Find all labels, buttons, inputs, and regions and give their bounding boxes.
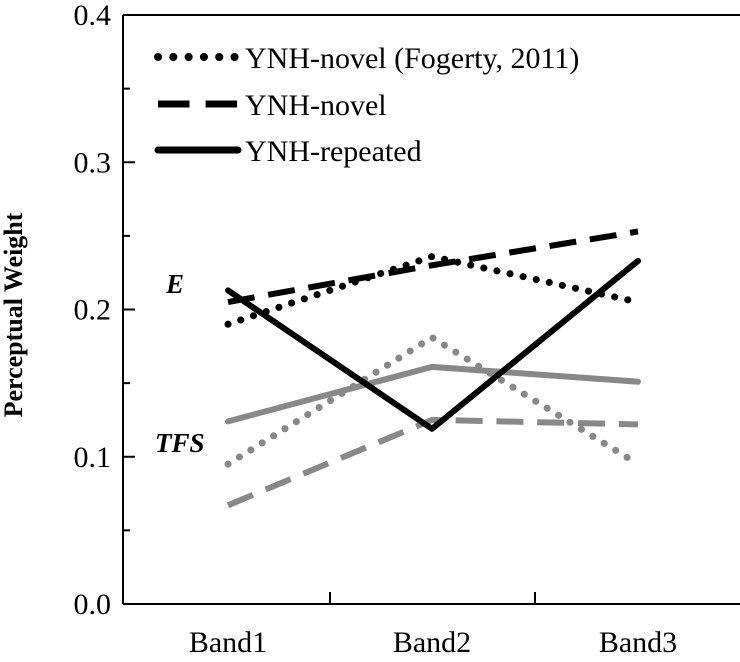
- series-line-tfs-dashed: [226, 416, 639, 509]
- x-tick-label: Band3: [599, 626, 677, 659]
- y-tick-label: 0.4: [74, 0, 112, 32]
- series-layer: [224, 228, 642, 509]
- series-line-e-solid: [225, 257, 641, 432]
- annotation-e: E: [165, 269, 184, 299]
- series-line-tfs-dotted: [224, 334, 642, 468]
- y-axis: 0.0 0.1 0.2 0.3 0.4: [74, 0, 135, 621]
- x-axis: Band1 Band2 Band3: [189, 592, 677, 659]
- y-tick-label: 0.2: [74, 294, 112, 327]
- x-tick-label: Band1: [189, 626, 267, 659]
- y-axis-title: Perceptual Weight: [0, 212, 28, 417]
- y-tick-label: 0.0: [74, 588, 112, 621]
- series-line-tfs-solid: [225, 363, 641, 425]
- legend-label: YNH-repeated: [245, 135, 422, 168]
- y-tick-label: 0.3: [74, 146, 112, 179]
- series-line-e-dotted: [224, 253, 642, 328]
- annotations: E TFS: [155, 269, 205, 458]
- y-tick-label: 0.1: [74, 441, 112, 474]
- annotation-tfs: TFS: [155, 428, 205, 458]
- legend: YNH-novel (Fogerty, 2011) YNH-novel YNH-re…: [154, 42, 579, 168]
- legend-label: YNH-novel: [245, 89, 387, 122]
- legend-label: YNH-novel (Fogerty, 2011): [245, 42, 579, 75]
- x-tick-label: Band2: [393, 626, 471, 659]
- series-line-e-dashed: [227, 228, 639, 306]
